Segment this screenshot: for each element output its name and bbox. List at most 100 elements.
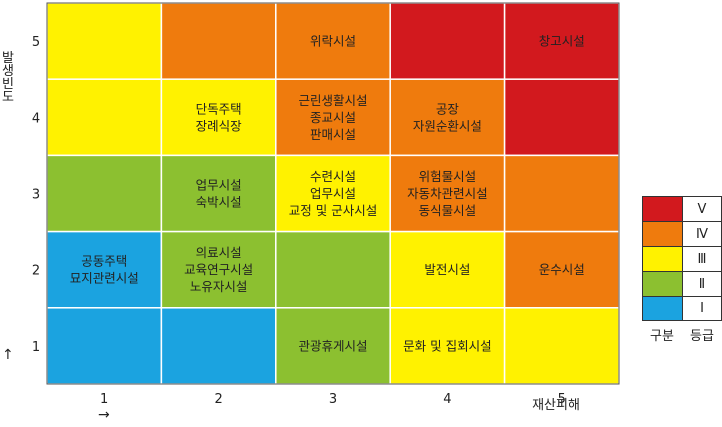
- legend-header-category: 구분: [650, 329, 674, 344]
- cell-fill: [275, 2, 391, 80]
- cell-fill: [503, 154, 620, 233]
- x-tick-label: 4: [443, 392, 451, 407]
- legend-row: Ⅳ: [642, 221, 722, 246]
- cell-fill: [46, 78, 163, 157]
- cell-fill: [160, 154, 277, 233]
- matrix-cell: 관광휴게시설: [275, 307, 391, 385]
- legend-headers: 구분 등급: [642, 325, 722, 344]
- cell-fill: [275, 230, 391, 309]
- cell-fill: [160, 307, 277, 385]
- matrix-cell: [46, 307, 163, 385]
- matrix-cell: [160, 2, 277, 80]
- cell-label: 동식물시설: [419, 203, 477, 218]
- y-axis-arrow-icon: ↑: [2, 347, 14, 363]
- legend-row: Ⅰ: [642, 296, 722, 321]
- cell-fill: [46, 154, 163, 233]
- cell-label: 노유자시설: [190, 279, 248, 294]
- cell-label: 위험물시설: [419, 169, 477, 184]
- matrix-cell: [160, 307, 277, 385]
- cell-label: 관광휴게시설: [298, 338, 367, 353]
- cell-label: 묘지관련시설: [70, 271, 139, 286]
- cell-label: 위락시설: [310, 34, 356, 49]
- legend-grade-label: Ⅱ: [682, 271, 722, 296]
- cell-fill: [46, 230, 163, 309]
- legend-row: Ⅱ: [642, 271, 722, 296]
- matrix-cell: [503, 307, 620, 385]
- cell-fill: [46, 307, 163, 385]
- cell-label: 발전시설: [424, 262, 470, 277]
- legend-row: Ⅴ: [642, 196, 722, 221]
- x-tick-label: 2: [214, 392, 222, 407]
- matrix-cell: 창고시설: [503, 2, 620, 80]
- legend-header-grade: 등급: [690, 329, 714, 344]
- legend-row: Ⅲ: [642, 246, 722, 271]
- y-tick-label: 5: [32, 35, 40, 50]
- cell-fill: [503, 2, 620, 80]
- cell-fill: [503, 307, 620, 385]
- legend-swatch: [642, 271, 682, 296]
- matrix-cell: [46, 78, 163, 157]
- cell-label: 창고시설: [539, 34, 585, 49]
- cell-fill: [275, 78, 391, 157]
- cell-label: 공동주택: [81, 254, 127, 269]
- y-axis-label: 발생빈도: [2, 51, 14, 105]
- legend-swatch: [642, 246, 682, 271]
- y-tick-label: 4: [32, 111, 40, 126]
- matrix-cell: 위락시설: [275, 2, 391, 80]
- cell-fill: [389, 2, 506, 80]
- x-tick-label: 1: [100, 392, 108, 407]
- legend-swatch: [642, 196, 682, 221]
- x-tick-label: 3: [329, 392, 337, 407]
- cell-fill: [160, 230, 277, 309]
- y-tick-label: 1: [32, 340, 40, 355]
- x-axis-label: 재산피해: [532, 398, 580, 413]
- cell-label: 업무시설: [310, 186, 356, 201]
- legend-swatch: [642, 296, 682, 321]
- cell-fill: [503, 78, 620, 157]
- cell-label: 교육연구시설: [184, 262, 253, 277]
- matrix-cell: 운수시설: [503, 230, 620, 309]
- cell-label: 수련시설: [310, 169, 356, 184]
- cell-label: 공장: [436, 101, 460, 116]
- legend-grade-label: Ⅳ: [682, 221, 722, 246]
- x-tick-label: 5: [558, 392, 566, 407]
- legend-grade-label: Ⅰ: [682, 296, 722, 321]
- matrix-border: [46, 2, 620, 385]
- matrix-cell: [503, 154, 620, 233]
- cell-label: 의료시설: [196, 245, 242, 260]
- cell-label: 운수시설: [539, 262, 585, 277]
- cell-label: 종교시설: [310, 110, 356, 125]
- matrix-cell: [389, 2, 506, 80]
- cell-fill: [46, 2, 163, 80]
- legend-grade-label: Ⅲ: [682, 246, 722, 271]
- cell-label: 자동차관련시설: [407, 186, 488, 201]
- cell-label: 숙박시설: [196, 195, 242, 210]
- y-tick-label: 2: [32, 264, 40, 279]
- cell-label: 장례식장: [196, 118, 243, 133]
- cell-label: 근린생활시설: [298, 93, 367, 108]
- legend-swatch: [642, 221, 682, 246]
- cell-label: 판매시설: [310, 127, 356, 142]
- cell-label: 교정 및 군사시설: [289, 203, 377, 218]
- cell-fill: [389, 78, 506, 157]
- x-axis-arrow-icon: →: [98, 407, 110, 423]
- y-tick-label: 3: [32, 188, 40, 203]
- cell-label: 자원순환시설: [413, 118, 482, 133]
- legend-grade-label: Ⅴ: [682, 196, 722, 221]
- matrix-cell: 문화 및 집회시설: [389, 307, 506, 385]
- cell-label: 단독주택: [196, 101, 242, 116]
- matrix-cell: [275, 230, 391, 309]
- cell-fill: [160, 78, 277, 157]
- matrix-cell: [46, 2, 163, 80]
- matrix-cell: [503, 78, 620, 157]
